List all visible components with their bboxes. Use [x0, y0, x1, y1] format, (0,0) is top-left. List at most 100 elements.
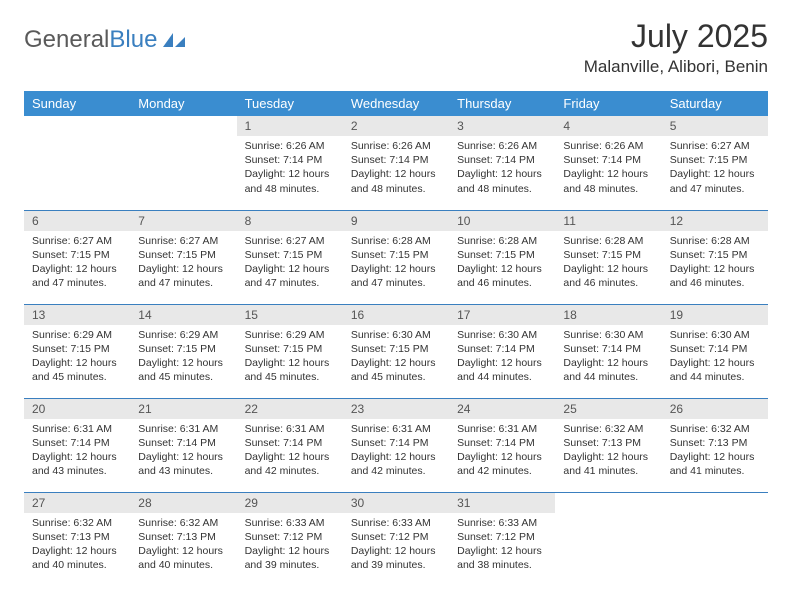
day-number: 3	[449, 116, 555, 136]
day-number: 5	[662, 116, 768, 136]
calendar-cell: 23Sunrise: 6:31 AMSunset: 7:14 PMDayligh…	[343, 398, 449, 492]
day-number: 24	[449, 399, 555, 419]
location-text: Malanville, Alibori, Benin	[584, 57, 768, 77]
weekday-header: Friday	[555, 91, 661, 116]
day-number: 22	[237, 399, 343, 419]
calendar-body: 1Sunrise: 6:26 AMSunset: 7:14 PMDaylight…	[24, 116, 768, 586]
calendar-cell	[662, 492, 768, 586]
weekday-header: Saturday	[662, 91, 768, 116]
calendar-cell: 30Sunrise: 6:33 AMSunset: 7:12 PMDayligh…	[343, 492, 449, 586]
weekday-header: Sunday	[24, 91, 130, 116]
title-block: July 2025 Malanville, Alibori, Benin	[584, 18, 768, 77]
day-number: 1	[237, 116, 343, 136]
calendar-cell: 27Sunrise: 6:32 AMSunset: 7:13 PMDayligh…	[24, 492, 130, 586]
calendar-cell: 26Sunrise: 6:32 AMSunset: 7:13 PMDayligh…	[662, 398, 768, 492]
calendar-cell: 24Sunrise: 6:31 AMSunset: 7:14 PMDayligh…	[449, 398, 555, 492]
day-body: Sunrise: 6:28 AMSunset: 7:15 PMDaylight:…	[662, 231, 768, 297]
brand-word2: Blue	[109, 26, 157, 54]
calendar-week-row: 20Sunrise: 6:31 AMSunset: 7:14 PMDayligh…	[24, 398, 768, 492]
day-number: 18	[555, 305, 661, 325]
day-number: 10	[449, 211, 555, 231]
calendar-cell: 9Sunrise: 6:28 AMSunset: 7:15 PMDaylight…	[343, 210, 449, 304]
day-number: 9	[343, 211, 449, 231]
calendar-cell: 19Sunrise: 6:30 AMSunset: 7:14 PMDayligh…	[662, 304, 768, 398]
weekday-header: Tuesday	[237, 91, 343, 116]
day-number: 28	[130, 493, 236, 513]
day-body: Sunrise: 6:27 AMSunset: 7:15 PMDaylight:…	[24, 231, 130, 297]
calendar-cell: 8Sunrise: 6:27 AMSunset: 7:15 PMDaylight…	[237, 210, 343, 304]
calendar-cell: 4Sunrise: 6:26 AMSunset: 7:14 PMDaylight…	[555, 116, 661, 210]
calendar-cell	[555, 492, 661, 586]
header: GeneralBlue July 2025 Malanville, Alibor…	[24, 18, 768, 77]
calendar-cell: 18Sunrise: 6:30 AMSunset: 7:14 PMDayligh…	[555, 304, 661, 398]
brand-sail-icon	[161, 31, 187, 49]
day-body: Sunrise: 6:29 AMSunset: 7:15 PMDaylight:…	[130, 325, 236, 391]
calendar-cell: 22Sunrise: 6:31 AMSunset: 7:14 PMDayligh…	[237, 398, 343, 492]
calendar-cell: 7Sunrise: 6:27 AMSunset: 7:15 PMDaylight…	[130, 210, 236, 304]
calendar-cell: 12Sunrise: 6:28 AMSunset: 7:15 PMDayligh…	[662, 210, 768, 304]
day-body: Sunrise: 6:33 AMSunset: 7:12 PMDaylight:…	[449, 513, 555, 579]
weekday-header: Wednesday	[343, 91, 449, 116]
day-body: Sunrise: 6:27 AMSunset: 7:15 PMDaylight:…	[662, 136, 768, 202]
calendar-cell: 14Sunrise: 6:29 AMSunset: 7:15 PMDayligh…	[130, 304, 236, 398]
calendar-week-row: 6Sunrise: 6:27 AMSunset: 7:15 PMDaylight…	[24, 210, 768, 304]
day-number: 27	[24, 493, 130, 513]
day-body: Sunrise: 6:26 AMSunset: 7:14 PMDaylight:…	[237, 136, 343, 202]
day-body: Sunrise: 6:30 AMSunset: 7:14 PMDaylight:…	[555, 325, 661, 391]
day-number: 20	[24, 399, 130, 419]
calendar-cell: 6Sunrise: 6:27 AMSunset: 7:15 PMDaylight…	[24, 210, 130, 304]
day-number: 4	[555, 116, 661, 136]
day-body: Sunrise: 6:32 AMSunset: 7:13 PMDaylight:…	[662, 419, 768, 485]
calendar-cell: 13Sunrise: 6:29 AMSunset: 7:15 PMDayligh…	[24, 304, 130, 398]
calendar-week-row: 27Sunrise: 6:32 AMSunset: 7:13 PMDayligh…	[24, 492, 768, 586]
day-number: 14	[130, 305, 236, 325]
day-body: Sunrise: 6:28 AMSunset: 7:15 PMDaylight:…	[449, 231, 555, 297]
calendar-week-row: 13Sunrise: 6:29 AMSunset: 7:15 PMDayligh…	[24, 304, 768, 398]
calendar-table: SundayMondayTuesdayWednesdayThursdayFrid…	[24, 91, 768, 586]
calendar-cell: 1Sunrise: 6:26 AMSunset: 7:14 PMDaylight…	[237, 116, 343, 210]
weekday-header-row: SundayMondayTuesdayWednesdayThursdayFrid…	[24, 91, 768, 116]
day-number: 26	[662, 399, 768, 419]
calendar-cell: 3Sunrise: 6:26 AMSunset: 7:14 PMDaylight…	[449, 116, 555, 210]
calendar-cell	[130, 116, 236, 210]
day-body: Sunrise: 6:30 AMSunset: 7:15 PMDaylight:…	[343, 325, 449, 391]
calendar-cell: 5Sunrise: 6:27 AMSunset: 7:15 PMDaylight…	[662, 116, 768, 210]
brand-logo: GeneralBlue	[24, 18, 187, 54]
calendar-cell: 2Sunrise: 6:26 AMSunset: 7:14 PMDaylight…	[343, 116, 449, 210]
calendar-cell: 25Sunrise: 6:32 AMSunset: 7:13 PMDayligh…	[555, 398, 661, 492]
day-number: 12	[662, 211, 768, 231]
day-body: Sunrise: 6:31 AMSunset: 7:14 PMDaylight:…	[130, 419, 236, 485]
day-number: 2	[343, 116, 449, 136]
day-number: 19	[662, 305, 768, 325]
day-body: Sunrise: 6:30 AMSunset: 7:14 PMDaylight:…	[662, 325, 768, 391]
calendar-cell: 15Sunrise: 6:29 AMSunset: 7:15 PMDayligh…	[237, 304, 343, 398]
day-body: Sunrise: 6:31 AMSunset: 7:14 PMDaylight:…	[237, 419, 343, 485]
day-number: 16	[343, 305, 449, 325]
month-title: July 2025	[584, 18, 768, 55]
calendar-cell: 20Sunrise: 6:31 AMSunset: 7:14 PMDayligh…	[24, 398, 130, 492]
day-body: Sunrise: 6:26 AMSunset: 7:14 PMDaylight:…	[555, 136, 661, 202]
day-number: 30	[343, 493, 449, 513]
day-body: Sunrise: 6:28 AMSunset: 7:15 PMDaylight:…	[343, 231, 449, 297]
calendar-cell: 16Sunrise: 6:30 AMSunset: 7:15 PMDayligh…	[343, 304, 449, 398]
day-number: 6	[24, 211, 130, 231]
day-number: 29	[237, 493, 343, 513]
brand-word1: General	[24, 26, 109, 54]
day-number: 13	[24, 305, 130, 325]
day-number: 31	[449, 493, 555, 513]
day-number: 7	[130, 211, 236, 231]
day-body: Sunrise: 6:31 AMSunset: 7:14 PMDaylight:…	[24, 419, 130, 485]
day-number: 25	[555, 399, 661, 419]
day-body: Sunrise: 6:33 AMSunset: 7:12 PMDaylight:…	[237, 513, 343, 579]
day-number: 8	[237, 211, 343, 231]
calendar-cell: 28Sunrise: 6:32 AMSunset: 7:13 PMDayligh…	[130, 492, 236, 586]
day-body: Sunrise: 6:27 AMSunset: 7:15 PMDaylight:…	[130, 231, 236, 297]
calendar-week-row: 1Sunrise: 6:26 AMSunset: 7:14 PMDaylight…	[24, 116, 768, 210]
day-body: Sunrise: 6:29 AMSunset: 7:15 PMDaylight:…	[24, 325, 130, 391]
weekday-header: Thursday	[449, 91, 555, 116]
calendar-cell: 21Sunrise: 6:31 AMSunset: 7:14 PMDayligh…	[130, 398, 236, 492]
day-body: Sunrise: 6:30 AMSunset: 7:14 PMDaylight:…	[449, 325, 555, 391]
calendar-cell: 17Sunrise: 6:30 AMSunset: 7:14 PMDayligh…	[449, 304, 555, 398]
day-number: 15	[237, 305, 343, 325]
day-body: Sunrise: 6:32 AMSunset: 7:13 PMDaylight:…	[24, 513, 130, 579]
